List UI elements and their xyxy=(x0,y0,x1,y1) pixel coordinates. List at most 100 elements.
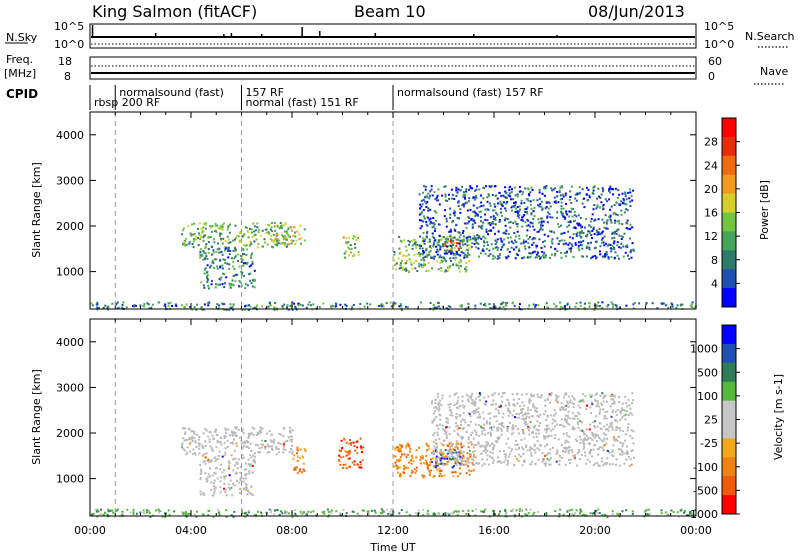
velocity-scatter-cell xyxy=(530,415,533,418)
power-scatter-cell xyxy=(418,245,421,248)
power-scatter-cell xyxy=(552,188,555,191)
power-scatter-cell xyxy=(216,267,219,270)
power-scatter-cell xyxy=(512,301,514,304)
power-scatter-cell xyxy=(620,213,623,216)
power-scatter-cell xyxy=(118,306,121,309)
velocity-scatter-cell xyxy=(540,394,543,397)
velocity-scatter-cell xyxy=(465,463,468,466)
power-scatter-cell xyxy=(426,216,429,219)
colorbar-segment xyxy=(722,118,736,138)
velocity-scatter-cell xyxy=(594,399,597,402)
power-scatter-cell xyxy=(224,240,227,243)
cpid-mode-label: normalsound (fast) 157 RF xyxy=(397,86,544,99)
power-scatter-cell xyxy=(455,194,458,197)
velocity-scatter-cell xyxy=(476,416,479,419)
velocity-scatter-cell xyxy=(249,465,252,467)
velocity-scatter-cell xyxy=(503,392,506,394)
power-scatter-cell xyxy=(253,279,256,282)
velocity-scatter-cell xyxy=(208,510,210,512)
power-scatter-cell xyxy=(620,200,623,203)
velocity-scatter-cell xyxy=(621,407,623,410)
velocity-scatter-cell xyxy=(632,399,634,402)
velocity-scatter-cell xyxy=(546,457,549,460)
velocity-scatter-cell xyxy=(455,392,458,395)
velocity-scatter-cell xyxy=(610,451,613,453)
power-scatter-cell xyxy=(443,249,446,252)
velocity-scatter-cell xyxy=(203,459,206,462)
velocity-scatter-cell xyxy=(689,511,692,513)
velocity-scatter-cell xyxy=(554,425,556,428)
velocity-scatter-cell xyxy=(589,460,592,463)
velocity-scatter-cell xyxy=(582,443,585,446)
velocity-scatter-cell xyxy=(445,432,448,435)
power-scatter-cell xyxy=(234,255,237,258)
power-scatter-cell xyxy=(244,282,247,285)
velocity-scatter-cell xyxy=(456,475,459,478)
velocity-scatter-cell xyxy=(405,446,408,449)
velocity-scatter-cell xyxy=(558,513,561,516)
velocity-scatter-cell xyxy=(579,512,581,515)
velocity-scatter-cell xyxy=(566,400,569,403)
power-scatter-cell xyxy=(273,239,276,242)
power-scatter-cell xyxy=(477,242,480,245)
power-scatter-cell xyxy=(267,224,269,227)
power-scatter-cell xyxy=(147,303,150,306)
power-scatter-cell xyxy=(623,232,626,235)
velocity-scatter-cell xyxy=(349,450,351,453)
velocity-scatter-cell xyxy=(522,431,524,434)
velocity-scatter-cell xyxy=(606,457,609,460)
power-scatter-cell xyxy=(601,241,603,244)
velocity-scatter-cell xyxy=(603,417,606,420)
power-scatter-cell xyxy=(613,240,616,243)
power-scatter-cell xyxy=(473,210,476,213)
power-scatter-cell xyxy=(526,187,529,190)
power-scatter-cell xyxy=(463,254,466,257)
power-scatter-cell xyxy=(452,244,454,247)
velocity-scatter-cell xyxy=(353,460,356,463)
power-scatter-cell xyxy=(624,193,627,196)
velocity-scatter-cell xyxy=(522,429,525,432)
velocity-scatter-cell xyxy=(206,460,209,463)
velocity-scatter-cell xyxy=(598,512,601,514)
power-scatter-cell xyxy=(442,259,445,262)
power-scatter-cell xyxy=(691,306,694,309)
power-scatter-cell xyxy=(522,241,525,244)
power-scatter-cell xyxy=(106,307,109,309)
velocity-scatter-cell xyxy=(204,456,207,459)
power-scatter-cell xyxy=(449,250,452,253)
velocity-scatter-cell xyxy=(468,424,471,427)
power-scatter-cell xyxy=(560,252,563,254)
velocity-scatter-cell xyxy=(564,446,566,449)
velocity-scatter-cell xyxy=(447,460,450,463)
velocity-scatter-cell xyxy=(472,446,475,449)
velocity-scatter-cell xyxy=(381,512,383,515)
power-scatter-cell xyxy=(624,202,627,205)
velocity-scatter-cell xyxy=(405,444,408,447)
velocity-scatter-cell xyxy=(479,394,482,396)
power-scatter-cell xyxy=(462,193,465,196)
power-scatter-cell xyxy=(345,237,348,240)
power-scatter-cell xyxy=(571,215,574,218)
velocity-scatter-cell xyxy=(436,469,439,471)
velocity-scatter-cell xyxy=(618,426,621,429)
power-scatter-cell xyxy=(520,202,523,205)
velocity-scatter-cell xyxy=(532,513,535,516)
velocity-scatter-cell xyxy=(676,511,679,514)
colorbar-tick-label: -100 xyxy=(693,461,718,474)
power-scatter-cell xyxy=(206,271,208,274)
power-scatter-cell xyxy=(594,246,597,249)
power-scatter-cell xyxy=(590,257,593,260)
velocity-scatter-cell xyxy=(512,508,514,511)
power-scatter-cell xyxy=(286,232,289,235)
power-scatter-cell xyxy=(590,234,593,236)
power-scatter-cell xyxy=(576,192,579,195)
power-scatter-cell xyxy=(241,235,244,238)
power-scatter-cell xyxy=(498,191,501,194)
velocity-scatter-cell xyxy=(276,509,279,512)
power-scatter-cell xyxy=(273,221,276,224)
velocity-scatter-cell xyxy=(437,512,440,515)
power-scatter-cell xyxy=(566,303,569,306)
velocity-scatter-cell xyxy=(424,462,427,465)
beam-title: Beam 10 xyxy=(354,2,426,21)
velocity-scatter-cell xyxy=(571,401,574,404)
